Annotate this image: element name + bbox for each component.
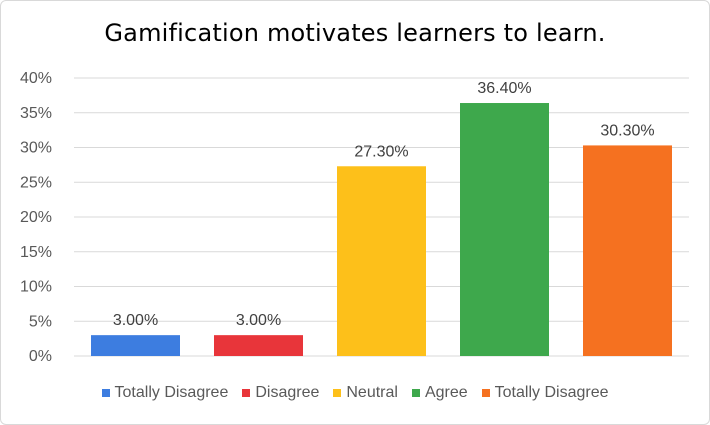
- y-tick-label: 0%: [29, 348, 52, 365]
- legend-label: Disagree: [255, 384, 320, 401]
- data-label: 27.30%: [354, 143, 408, 160]
- bar: [91, 335, 180, 356]
- data-label: 30.30%: [600, 122, 654, 139]
- legend-label: Agree: [424, 384, 468, 401]
- y-tick-label: 5%: [29, 313, 52, 330]
- y-tick-label: 20%: [20, 209, 52, 226]
- legend-swatch: [481, 389, 490, 397]
- data-label: 3.00%: [113, 312, 158, 329]
- chart-title: Gamification motivates learners to learn…: [104, 19, 606, 47]
- bar: [337, 166, 426, 356]
- legend-label: Neutral: [346, 384, 398, 401]
- data-label: 3.00%: [236, 312, 281, 329]
- y-tick-label: 15%: [20, 244, 52, 261]
- data-labels: 3.00% 3.00% 27.30% 36.40% 30.30%: [113, 80, 655, 329]
- legend-item: Neutral: [333, 384, 398, 402]
- legend-swatch: [101, 389, 110, 397]
- y-tick-label: 35%: [20, 105, 52, 122]
- legend: Totally Disagree Disagree Neutral Agree Tota…: [1, 384, 709, 402]
- bar: [583, 145, 672, 356]
- legend-item: Totally Disagree: [101, 384, 229, 402]
- legend-swatch: [242, 389, 251, 397]
- bar: [214, 335, 303, 356]
- data-label: 36.40%: [477, 80, 531, 97]
- y-tick-label: 30%: [20, 140, 52, 157]
- legend-item: Agree: [411, 384, 468, 402]
- bars: [91, 103, 672, 357]
- y-tick-label: 40%: [20, 70, 52, 87]
- y-axis-ticks: 0% 5% 10% 15% 20% 25% 30% 35% 40%: [20, 70, 52, 365]
- bar: [460, 103, 549, 357]
- legend-item: Totally Disagree: [481, 384, 609, 402]
- y-tick-label: 10%: [20, 279, 52, 296]
- legend-swatch: [333, 389, 342, 397]
- legend-item: Disagree: [242, 384, 319, 402]
- legend-label: Totally Disagree: [494, 384, 609, 401]
- legend-label: Totally Disagree: [114, 384, 229, 401]
- legend-swatch: [411, 389, 420, 397]
- y-tick-label: 25%: [20, 174, 52, 191]
